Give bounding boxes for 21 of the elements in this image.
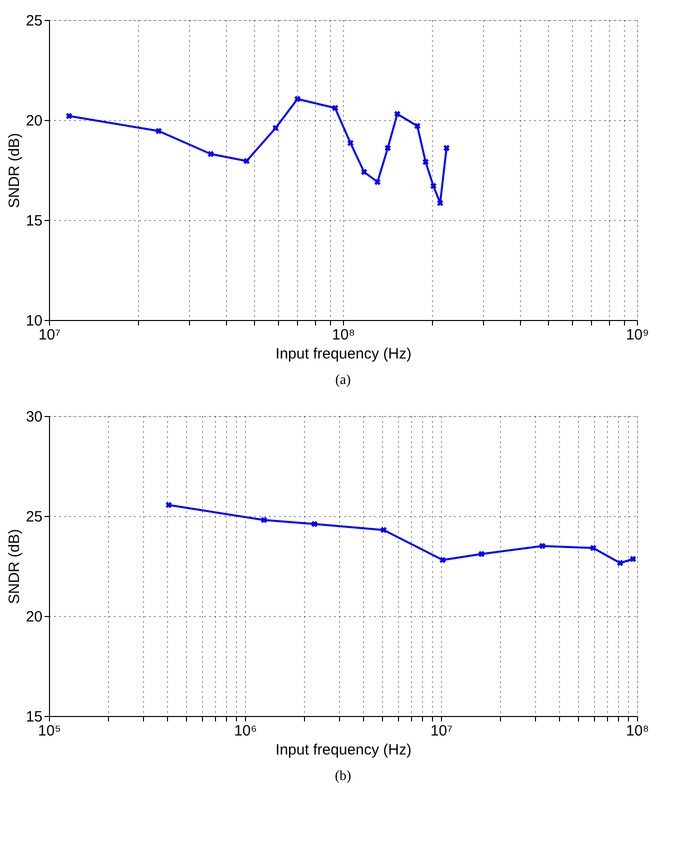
x-tick-label: 10⁷ — [430, 722, 453, 740]
x-axis-title: Input frequency (Hz) — [276, 742, 412, 758]
y-tick-label: 20 — [26, 608, 42, 626]
y-tick-label: 25 — [26, 12, 42, 30]
x-tick-label: 10⁷ — [38, 326, 61, 344]
x-tick-label: 10⁵ — [38, 722, 61, 740]
x-tick-label: 10⁸ — [626, 722, 650, 740]
y-axis-title: SNDR (dB) — [6, 132, 23, 208]
x-axis-title: Input frequency (Hz) — [276, 346, 412, 362]
y-axis-title: SNDR (dB) — [6, 528, 23, 604]
x-tick-label: 10⁶ — [234, 722, 257, 740]
y-tick-label: 15 — [26, 708, 42, 726]
y-tick-label: 20 — [26, 112, 42, 130]
y-tick-label: 25 — [26, 508, 42, 526]
y-tick-label: 30 — [26, 408, 42, 426]
text: (a) — [335, 373, 352, 388]
text: (b) — [334, 769, 352, 784]
x-tick-label: 10⁹ — [626, 326, 650, 344]
y-tick-label: 10 — [26, 312, 42, 330]
y-tick-label: 15 — [26, 212, 42, 230]
x-tick-label: 10⁸ — [332, 326, 356, 344]
